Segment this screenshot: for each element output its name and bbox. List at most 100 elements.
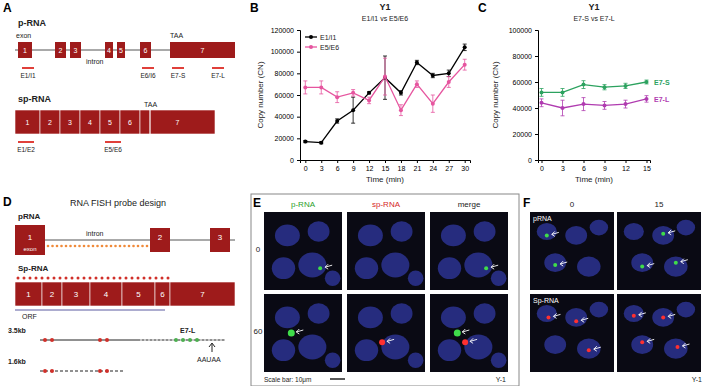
exon-number: 2 xyxy=(158,233,163,242)
signal-dot xyxy=(632,314,636,318)
error-bar-cap xyxy=(351,96,355,97)
pointer-arrow xyxy=(387,338,394,343)
tick: 40000 xyxy=(513,105,538,112)
tick-mark xyxy=(449,160,450,163)
probe-dot xyxy=(56,245,59,248)
exon xyxy=(40,110,60,134)
error-bar xyxy=(624,83,628,88)
tick-mark xyxy=(535,56,538,57)
tick-label: 40000 xyxy=(513,105,533,112)
primer-label: E1/E2 xyxy=(17,146,35,153)
nucleus xyxy=(652,308,674,327)
exon-number: 7 xyxy=(200,290,205,299)
probe-dot xyxy=(83,245,86,248)
tick-label: 9 xyxy=(603,165,607,172)
column-header: 15 xyxy=(655,200,664,209)
tick-mark xyxy=(297,160,300,161)
probe-dot xyxy=(125,277,128,280)
nucleus xyxy=(474,303,496,323)
nucleus xyxy=(358,306,383,328)
image-background xyxy=(430,212,508,290)
nucleus xyxy=(325,353,341,369)
exon-number: 6 xyxy=(160,290,165,299)
tick: 60000 xyxy=(275,92,300,99)
tick-mark xyxy=(433,160,434,163)
column-header: merge xyxy=(458,200,481,209)
probe-dot xyxy=(119,245,122,248)
probe-dot xyxy=(113,277,116,280)
nucleus xyxy=(577,256,601,276)
nucleus xyxy=(652,226,674,245)
marker xyxy=(645,97,649,101)
probe-dot xyxy=(167,277,170,280)
error-bar xyxy=(603,102,607,110)
marker xyxy=(303,85,307,89)
nucleus xyxy=(355,257,378,279)
marker xyxy=(351,108,355,112)
intron-label: intron xyxy=(86,230,104,237)
error-bar-cap xyxy=(603,109,607,110)
nucleus xyxy=(275,306,300,328)
primer-label: E5/E6 xyxy=(104,146,122,153)
nucleus xyxy=(355,339,378,361)
nucleus xyxy=(438,339,461,361)
error-bar xyxy=(351,97,355,123)
tick-label: 18 xyxy=(398,165,406,172)
probe-dot xyxy=(89,277,92,280)
probe-dot xyxy=(131,277,134,280)
tick-mark xyxy=(535,108,538,109)
marker xyxy=(399,91,403,95)
signal-dot xyxy=(640,265,644,269)
exon-number: 7 xyxy=(176,119,180,126)
y-axis-title: Copy number (CN) xyxy=(256,61,265,128)
probe-dot xyxy=(74,245,77,248)
tick-label: 120000 xyxy=(271,27,294,34)
tick-mark xyxy=(542,160,543,163)
intron-label: intron xyxy=(86,58,104,65)
tick-mark xyxy=(297,117,300,118)
gene-title: sp-RNA xyxy=(18,94,51,104)
chart: Y1E1/I1 vs E5/E6036912151821242730020000… xyxy=(256,2,471,184)
tick: 100000 xyxy=(271,48,300,55)
exon xyxy=(15,110,40,134)
error-bar xyxy=(415,81,419,88)
error-bar-cap xyxy=(624,108,628,109)
tick: 60000 xyxy=(513,79,538,86)
exon-number: 1 xyxy=(28,233,33,242)
exon xyxy=(42,282,62,306)
pointer-arrow xyxy=(681,259,688,264)
axis-line xyxy=(297,31,301,161)
error-bar xyxy=(645,96,649,103)
nucleus xyxy=(272,257,295,279)
tick-label: 27 xyxy=(445,165,453,172)
exon-number: 4 xyxy=(88,119,92,126)
signal-dot xyxy=(462,339,468,345)
image-background xyxy=(530,212,614,290)
panel-f: 015pRNASp-RNAY-1 xyxy=(530,200,702,383)
tick-mark xyxy=(535,134,538,135)
tick-mark xyxy=(297,30,300,31)
tick-label: 60000 xyxy=(513,79,533,86)
error-bar xyxy=(431,73,435,77)
marker xyxy=(335,95,339,99)
probe-dot xyxy=(43,369,47,373)
probe-dot xyxy=(77,277,80,280)
exon xyxy=(170,42,235,58)
exon-number: 2 xyxy=(59,47,63,54)
tick-mark xyxy=(465,160,466,163)
legend-label: E7-L xyxy=(654,96,670,103)
series-line xyxy=(305,47,464,142)
exon-number: 3 xyxy=(74,47,78,54)
exon-number: 2 xyxy=(50,290,55,299)
stop-codon: TAA xyxy=(170,32,183,39)
signal-dot xyxy=(574,319,578,323)
exon-number: 2 xyxy=(48,119,52,126)
tick-mark xyxy=(321,160,322,163)
plot-area xyxy=(540,80,649,116)
image-background xyxy=(617,212,701,290)
error-bar-cap xyxy=(463,59,467,60)
error-bar-cap xyxy=(463,50,467,51)
marker xyxy=(463,63,467,67)
error-bar-cap xyxy=(624,88,628,89)
exon xyxy=(100,110,120,134)
